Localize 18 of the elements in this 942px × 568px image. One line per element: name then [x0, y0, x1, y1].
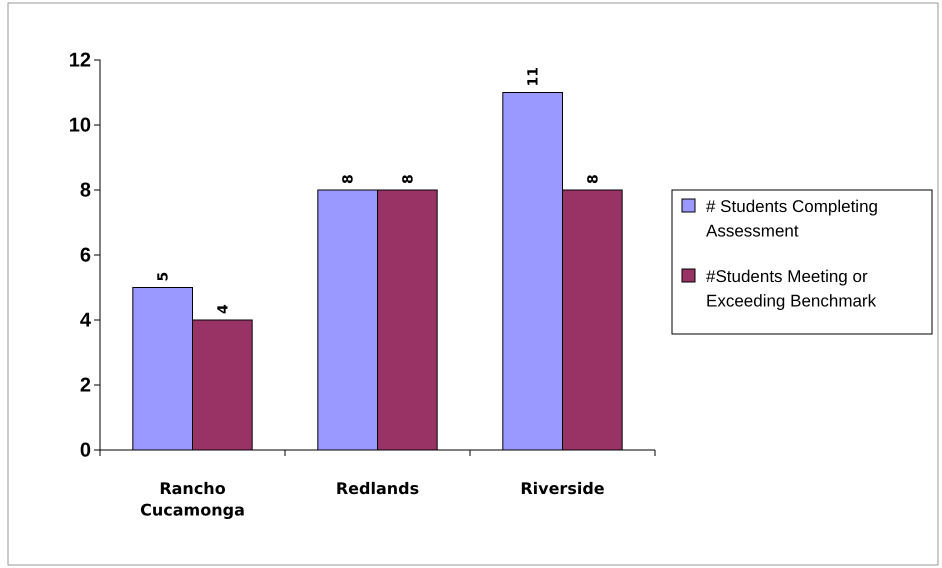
y-tick-label: 12 — [68, 49, 91, 72]
x-tick-label: Rancho Cucamonga — [140, 479, 245, 520]
data-label: 4 — [215, 304, 232, 314]
y-tick-label: 8 — [80, 179, 91, 202]
x-tick-label: Redlands — [336, 479, 420, 498]
data-label: 5 — [156, 272, 172, 282]
legend-label: #Students Meeting or Exceeding Benchmark — [706, 267, 877, 311]
y-tick-label: 6 — [80, 244, 91, 266]
data-label: 8 — [400, 174, 416, 184]
data-label: 8 — [340, 174, 357, 184]
y-tick-label: 0 — [80, 439, 91, 462]
data-label: 11 — [526, 67, 542, 86]
legend-label: # Students Completing Assessment — [706, 197, 878, 241]
y-tick-label: 10 — [68, 114, 91, 136]
data-label: 8 — [585, 174, 602, 184]
x-tick-label: Riverside — [520, 479, 605, 498]
y-tick-label: 4 — [80, 309, 92, 332]
y-tick-label: 2 — [80, 374, 91, 396]
